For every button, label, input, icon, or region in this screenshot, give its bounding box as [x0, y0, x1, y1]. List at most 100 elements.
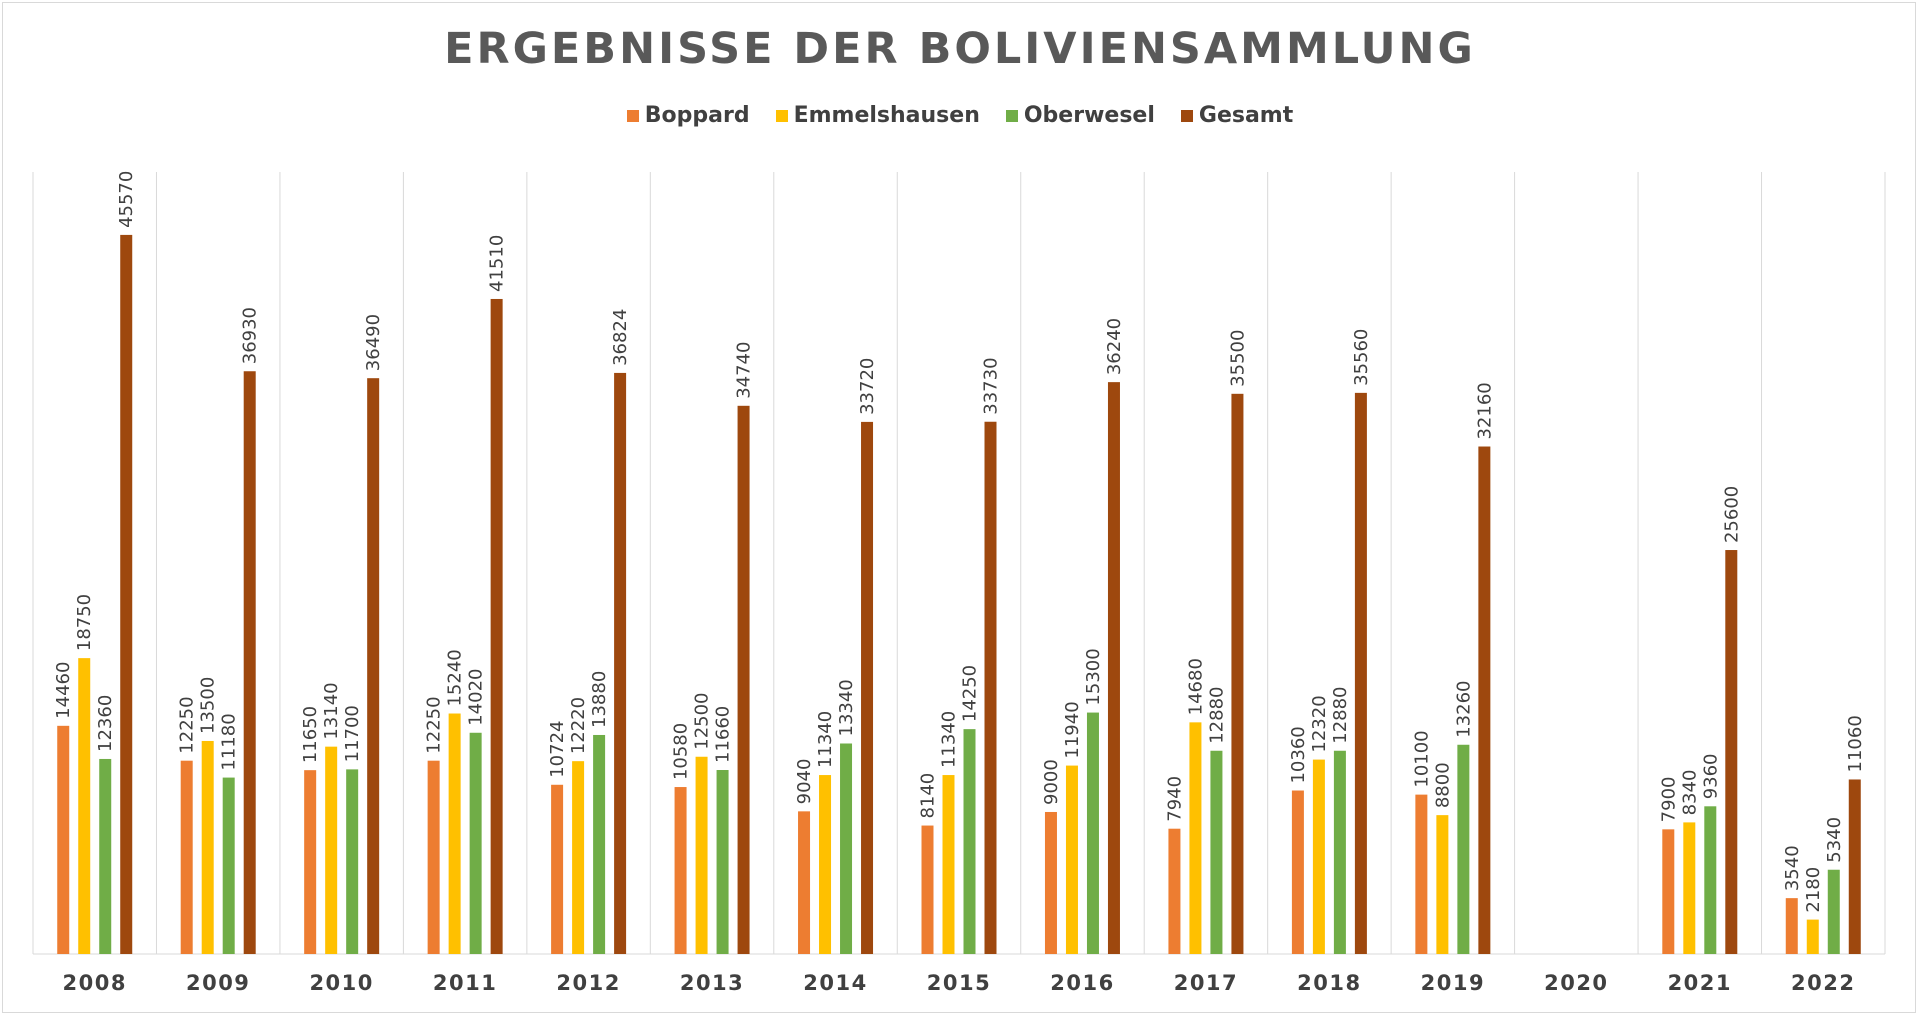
x-tick-label: 2011 [433, 971, 497, 995]
bar-gesamt [120, 234, 133, 954]
data-label: 32160 [1474, 382, 1495, 439]
data-label: 11340 [939, 711, 960, 768]
bar-oberwesel [1827, 869, 1840, 954]
data-label: 9000 [1041, 759, 1062, 805]
data-label: 12320 [1309, 695, 1330, 752]
bar-emmelshausen [1189, 722, 1202, 954]
bar-gesamt [1231, 393, 1244, 954]
x-tick-label: 2012 [556, 971, 620, 995]
data-label: 41510 [487, 235, 508, 292]
bar-boppard [57, 725, 70, 954]
bar-boppard [180, 760, 193, 954]
data-label: 12880 [1330, 686, 1351, 743]
bar-oberwesel [1210, 750, 1223, 954]
bar-gesamt [1848, 779, 1861, 954]
x-tick-label: 2008 [63, 971, 127, 995]
bar-boppard [921, 825, 934, 954]
data-label: 12880 [1206, 686, 1227, 743]
legend-item-gesamt: Gesamt [1180, 103, 1294, 128]
data-label: 5340 [1824, 817, 1845, 863]
data-label: 36930 [240, 307, 261, 364]
legend-label: Emmelshausen [793, 103, 980, 128]
data-label: 14460 [53, 662, 74, 719]
data-label: 8340 [1679, 770, 1700, 816]
data-label: 36824 [610, 309, 631, 366]
bar-boppard [674, 787, 687, 954]
data-label: 11660 [713, 706, 734, 763]
bar-gesamt [737, 405, 750, 954]
bar-emmelshausen [1436, 815, 1449, 954]
bar-oberwesel [716, 770, 729, 954]
bar-oberwesel [1704, 806, 1717, 954]
legend-swatch [626, 109, 639, 122]
data-label: 13500 [198, 677, 219, 734]
data-label: 11180 [219, 713, 240, 770]
data-label: 12360 [95, 695, 116, 752]
data-label: 3540 [1782, 845, 1803, 891]
bar-emmelshausen [572, 761, 585, 954]
bar-oberwesel [593, 734, 606, 954]
data-label: 15240 [445, 649, 466, 706]
x-tick-label: 2017 [1174, 971, 1238, 995]
data-label: 15300 [1083, 648, 1104, 705]
bar-oberwesel [840, 743, 853, 954]
bar-oberwesel [99, 758, 112, 954]
data-label: 45570 [116, 171, 137, 228]
data-label: 8140 [918, 773, 939, 819]
bar-emmelshausen [448, 713, 461, 954]
data-label: 18750 [74, 594, 95, 651]
bar-oberwesel [469, 732, 482, 954]
data-label: 12500 [692, 692, 713, 749]
data-label: 12220 [568, 697, 589, 754]
data-label: 33730 [981, 357, 1002, 414]
bar-boppard [1168, 828, 1181, 954]
data-label: 11700 [342, 705, 363, 762]
bar-gesamt [1107, 382, 1120, 954]
x-tick-label: 2020 [1544, 971, 1608, 995]
legend-item-emmelshausen: Emmelshausen [775, 103, 980, 128]
legend-swatch [775, 109, 788, 122]
bar-gesamt [1478, 446, 1491, 954]
bar-gesamt [984, 421, 997, 954]
bar-boppard [304, 770, 317, 954]
x-tick-label: 2018 [1297, 971, 1361, 995]
data-label: 36490 [363, 314, 384, 371]
bar-gesamt [1354, 392, 1367, 955]
bar-emmelshausen [201, 740, 214, 954]
legend-swatch [1180, 109, 1193, 122]
bar-gesamt [490, 298, 503, 955]
x-tick-label: 2010 [309, 971, 373, 995]
data-label: 11940 [1062, 701, 1083, 758]
bar-oberwesel [1333, 750, 1346, 954]
data-label: 11340 [815, 711, 836, 768]
x-tick-label: 2022 [1791, 971, 1855, 995]
bar-gesamt [861, 421, 874, 954]
bar-boppard [551, 784, 564, 954]
bar-emmelshausen [819, 775, 832, 954]
data-label: 13140 [321, 682, 342, 739]
chart-title: ERGEBNISSE DER BOLIVIENSAMMLUNG [444, 24, 1476, 74]
bar-oberwesel [222, 777, 235, 954]
legend-label: Boppard [644, 103, 750, 128]
data-label: 25600 [1721, 486, 1742, 543]
legend-label: Gesamt [1198, 103, 1294, 128]
legend-swatch [1005, 109, 1018, 122]
bar-gesamt [614, 372, 627, 955]
data-label: 12250 [424, 696, 445, 753]
legend: Boppard Emmelshausen Oberwesel Gesamt [0, 103, 1920, 128]
data-label: 10724 [547, 721, 568, 778]
data-label: 8800 [1432, 762, 1453, 808]
bar-boppard [1415, 794, 1428, 954]
bar-emmelshausen [695, 756, 708, 954]
legend-item-boppard: Boppard [626, 103, 750, 128]
bar-boppard [1785, 898, 1798, 954]
data-label: 9040 [794, 759, 815, 805]
bar-emmelshausen [1806, 919, 1819, 954]
bar-gesamt [1725, 550, 1738, 954]
bar-emmelshausen [78, 658, 91, 954]
data-label: 14250 [960, 665, 981, 722]
data-label: 2180 [1803, 867, 1824, 913]
bar-gesamt [243, 371, 256, 954]
x-tick-label: 2009 [186, 971, 250, 995]
